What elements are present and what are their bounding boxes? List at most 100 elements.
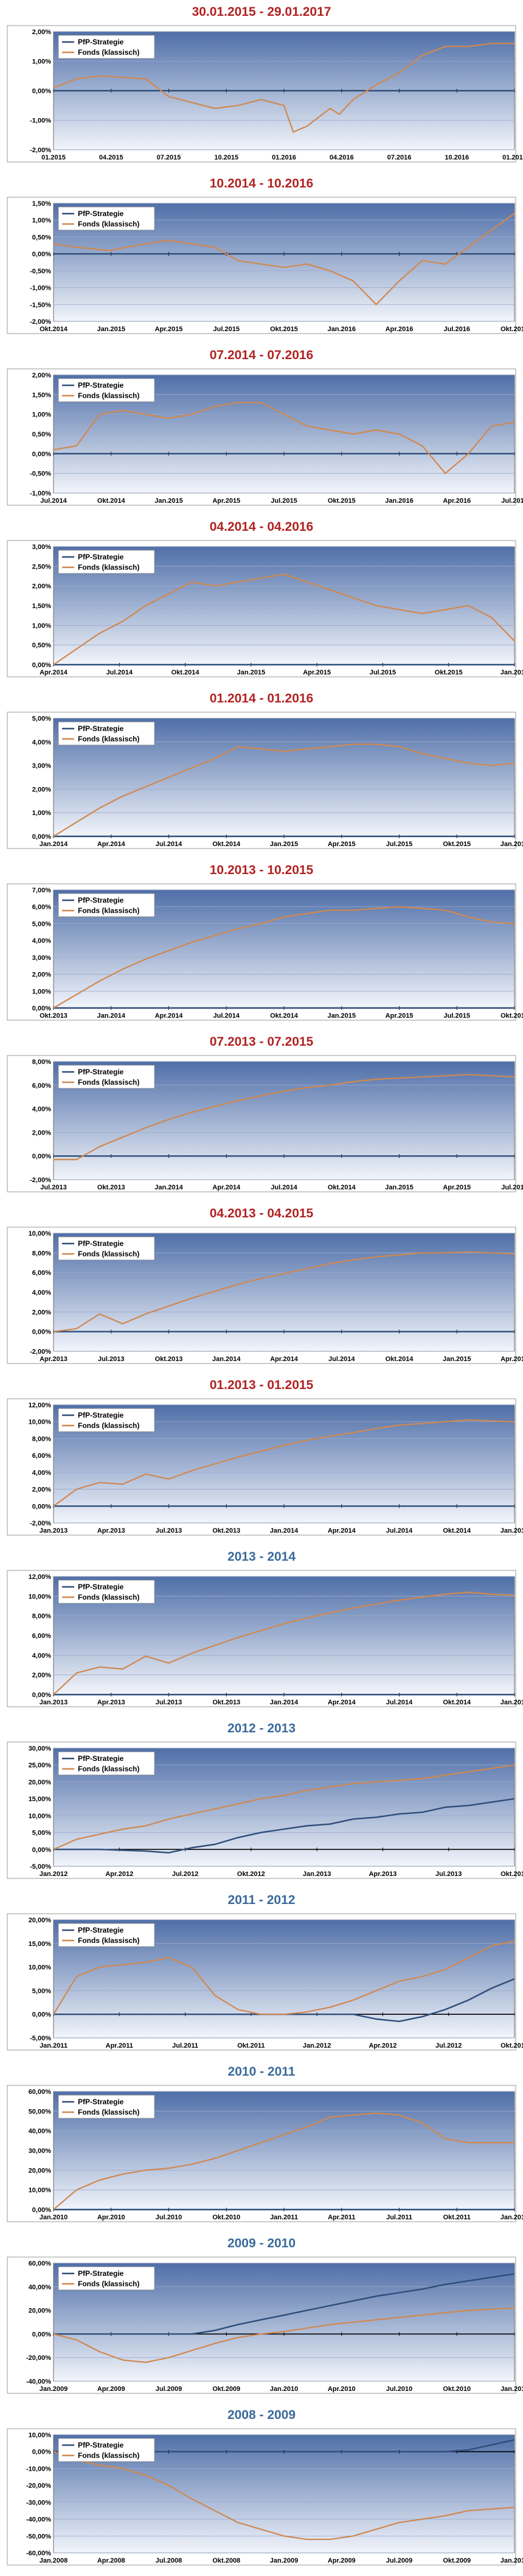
- y-tick-label: -1,00%: [30, 285, 51, 292]
- legend-box: [58, 1923, 155, 1947]
- x-tick-label: Jan.2016: [500, 669, 523, 676]
- y-tick-label: 6,00%: [32, 1633, 51, 1640]
- y-tick-label: 4,00%: [32, 1106, 51, 1113]
- series-line-fund: [53, 402, 515, 474]
- chart-title: 30.01.2015 - 29.01.2017: [192, 5, 331, 19]
- x-tick-label: Jul.2014: [213, 1012, 240, 1020]
- y-tick-label: 1,00%: [32, 217, 51, 225]
- y-tick-label: 30,00%: [29, 1745, 52, 1752]
- x-tick-label: Apr.2016: [386, 326, 414, 333]
- legend-fund-label: Fonds (klassisch): [78, 2280, 139, 2288]
- chart-svg: 2,00% 1,00% 0,00% -1,00% -2,00%01.2015 04.201…: [7, 25, 523, 163]
- legend-box: [58, 2266, 155, 2291]
- y-tick-label: 0,50%: [32, 642, 51, 649]
- series-line-fund: [54, 1074, 515, 1161]
- legend-fund-label: Fonds (klassisch): [78, 1765, 139, 1773]
- chart-svg: 60,00% 50,00% 40,00% 30,00% 20,00% 10,00% 0,00…: [7, 2085, 523, 2222]
- x-tick-label: Jul.2014: [386, 1699, 413, 1706]
- x-tick-label: Jul.2011: [386, 2214, 412, 2221]
- x-tick-label: Okt.2012: [237, 1871, 265, 1878]
- series-line-fund: [53, 1591, 515, 1695]
- chart-panel: 04.2014 - 04.2016 3,00% 2,50% 2,00% 1,50% 1,0…: [0, 515, 523, 687]
- legend-strategy-label: PfP-Strategie: [78, 1239, 124, 1248]
- chart-panel: 01.2014 - 01.2016 5,00% 4,00% 3,00% 2,00% 1,0…: [0, 687, 523, 858]
- legend-fund-label: Fonds (klassisch): [78, 1936, 139, 1945]
- x-tick-label: Okt.2010: [212, 2214, 240, 2221]
- chart-panel: 2010 - 2011 60,00% 50,00% 40,00% 30,00% 20,00…: [0, 2060, 523, 2231]
- x-tick-label: Okt.2014: [171, 669, 200, 676]
- y-tick-label: 5,00%: [32, 1830, 51, 1837]
- x-tick-label: Jul.2014: [106, 669, 133, 676]
- chart-panel: 2011 - 2012 20,00% 15,00% 10,00% 5,00% 0,00% -…: [0, 1888, 523, 2060]
- y-tick-label: 3,00%: [32, 544, 51, 551]
- x-tick-label: Okt.2015: [328, 497, 356, 505]
- x-tick-label: Okt.2015: [435, 669, 463, 676]
- x-tick-label: 01.2017: [502, 154, 523, 161]
- x-tick-label: Okt.2016: [500, 326, 523, 333]
- y-tick-label: 8,00%: [32, 1613, 51, 1620]
- y-tick-label: 0,00%: [32, 2449, 51, 2456]
- chart-title: 07.2014 - 07.2016: [209, 348, 314, 362]
- y-tick-label: 0,00%: [32, 1329, 51, 1336]
- y-tick-label: 4,00%: [32, 1652, 51, 1659]
- chart-title: 01.2013 - 01.2015: [209, 1378, 314, 1392]
- x-tick-label: Jul.2014: [40, 497, 67, 505]
- x-tick-label: Apr.2012: [369, 2042, 397, 2049]
- legend-box: [58, 721, 155, 746]
- y-tick-label: 1,00%: [32, 58, 51, 66]
- series-line-strategy: [54, 2273, 515, 2335]
- y-tick-label: 10,00%: [29, 2432, 52, 2439]
- x-tick-label: Jul.2016: [501, 497, 523, 505]
- chart-title: 2012 - 2013: [227, 1721, 296, 1735]
- chart-panel: 10.2013 - 10.2015 7,00% 6,00% 5,00% 4,00% 3,0…: [0, 858, 523, 1030]
- x-tick-label: Apr.2012: [105, 1871, 133, 1878]
- y-tick-label: -0,50%: [30, 471, 51, 478]
- x-tick-label: Apr.2014: [155, 1012, 184, 1020]
- y-tick-label: 3,00%: [32, 954, 51, 962]
- chart-title: 04.2013 - 04.2015: [209, 1206, 314, 1220]
- x-tick-label: Okt.2015: [500, 1012, 523, 1020]
- y-tick-label: 4,00%: [32, 1469, 51, 1477]
- y-tick-label: 6,00%: [32, 1452, 51, 1460]
- x-tick-label: Okt.2014: [212, 841, 241, 848]
- x-tick-label: Jul.2009: [386, 2557, 412, 2564]
- y-tick-label: 1,00%: [32, 988, 51, 995]
- x-tick-label: Okt.2013: [212, 1527, 240, 1535]
- legend-box: [58, 1065, 155, 1089]
- chart-svg: 20,00%15,00%10,00%5,00%0,00%-5,00%Jan.20…: [7, 1913, 523, 2051]
- chart-panel: 2009 - 2010 60,00% 40,00% 20,00% 0,00% -20,00…: [0, 2231, 523, 2403]
- x-tick-label: Jul.2015: [444, 1012, 470, 1020]
- legend-fund-label: Fonds (klassisch): [78, 735, 139, 743]
- x-tick-label: Jan.2014: [154, 1184, 183, 1191]
- x-tick-label: Apr.2014: [97, 841, 126, 848]
- y-tick-label: 0,00%: [32, 251, 51, 258]
- x-tick-label: Jul.2008: [156, 2557, 182, 2564]
- legend-strategy-label: PfP-Strategie: [78, 1411, 124, 1419]
- x-tick-label: Okt.2013: [40, 1012, 68, 1020]
- y-tick-label: 30,00%: [29, 2147, 52, 2155]
- legend-fund-label: Fonds (klassisch): [78, 2451, 139, 2460]
- chart-title: 04.2014 - 04.2016: [209, 520, 314, 534]
- x-tick-label: Okt.2014: [443, 1527, 471, 1535]
- legend-strategy-label: PfP-Strategie: [78, 2098, 124, 2106]
- chart-svg: 12,00%10,00%8,00%6,00%4,00%2,00%0,00%Jan…: [7, 1570, 523, 1707]
- y-tick-label: 5,00%: [32, 920, 51, 928]
- y-tick-label: 2,00%: [32, 1486, 51, 1494]
- chart-panel: 07.2014 - 07.2016 2,00% 1,50% 1,00% 0,50% 0,0…: [0, 343, 523, 515]
- y-tick-label: -1,00%: [30, 490, 51, 497]
- y-tick-label: -2,00%: [30, 147, 51, 154]
- legend-box: [58, 1236, 155, 1261]
- y-tick-label: 0,00%: [32, 1692, 51, 1699]
- x-tick-label: Jan.2016: [500, 841, 523, 848]
- series-line-fund: [53, 1251, 515, 1332]
- x-tick-label: Jan.2014: [270, 1699, 299, 1706]
- y-tick-label: 6,00%: [32, 1082, 51, 1090]
- x-tick-label: Jan.2013: [303, 1871, 331, 1878]
- x-tick-label: Jul.2013: [435, 1871, 462, 1878]
- chart-svg: 60,00%40,00%20,00%0,00%-20,00%-40,00%Jan…: [7, 2256, 523, 2394]
- x-tick-label: Jul.2012: [172, 1871, 198, 1878]
- x-tick-label: Apr.2013: [40, 1356, 68, 1363]
- x-tick-label: Jul.2013: [40, 1184, 66, 1191]
- y-tick-label: 4,00%: [32, 1289, 51, 1297]
